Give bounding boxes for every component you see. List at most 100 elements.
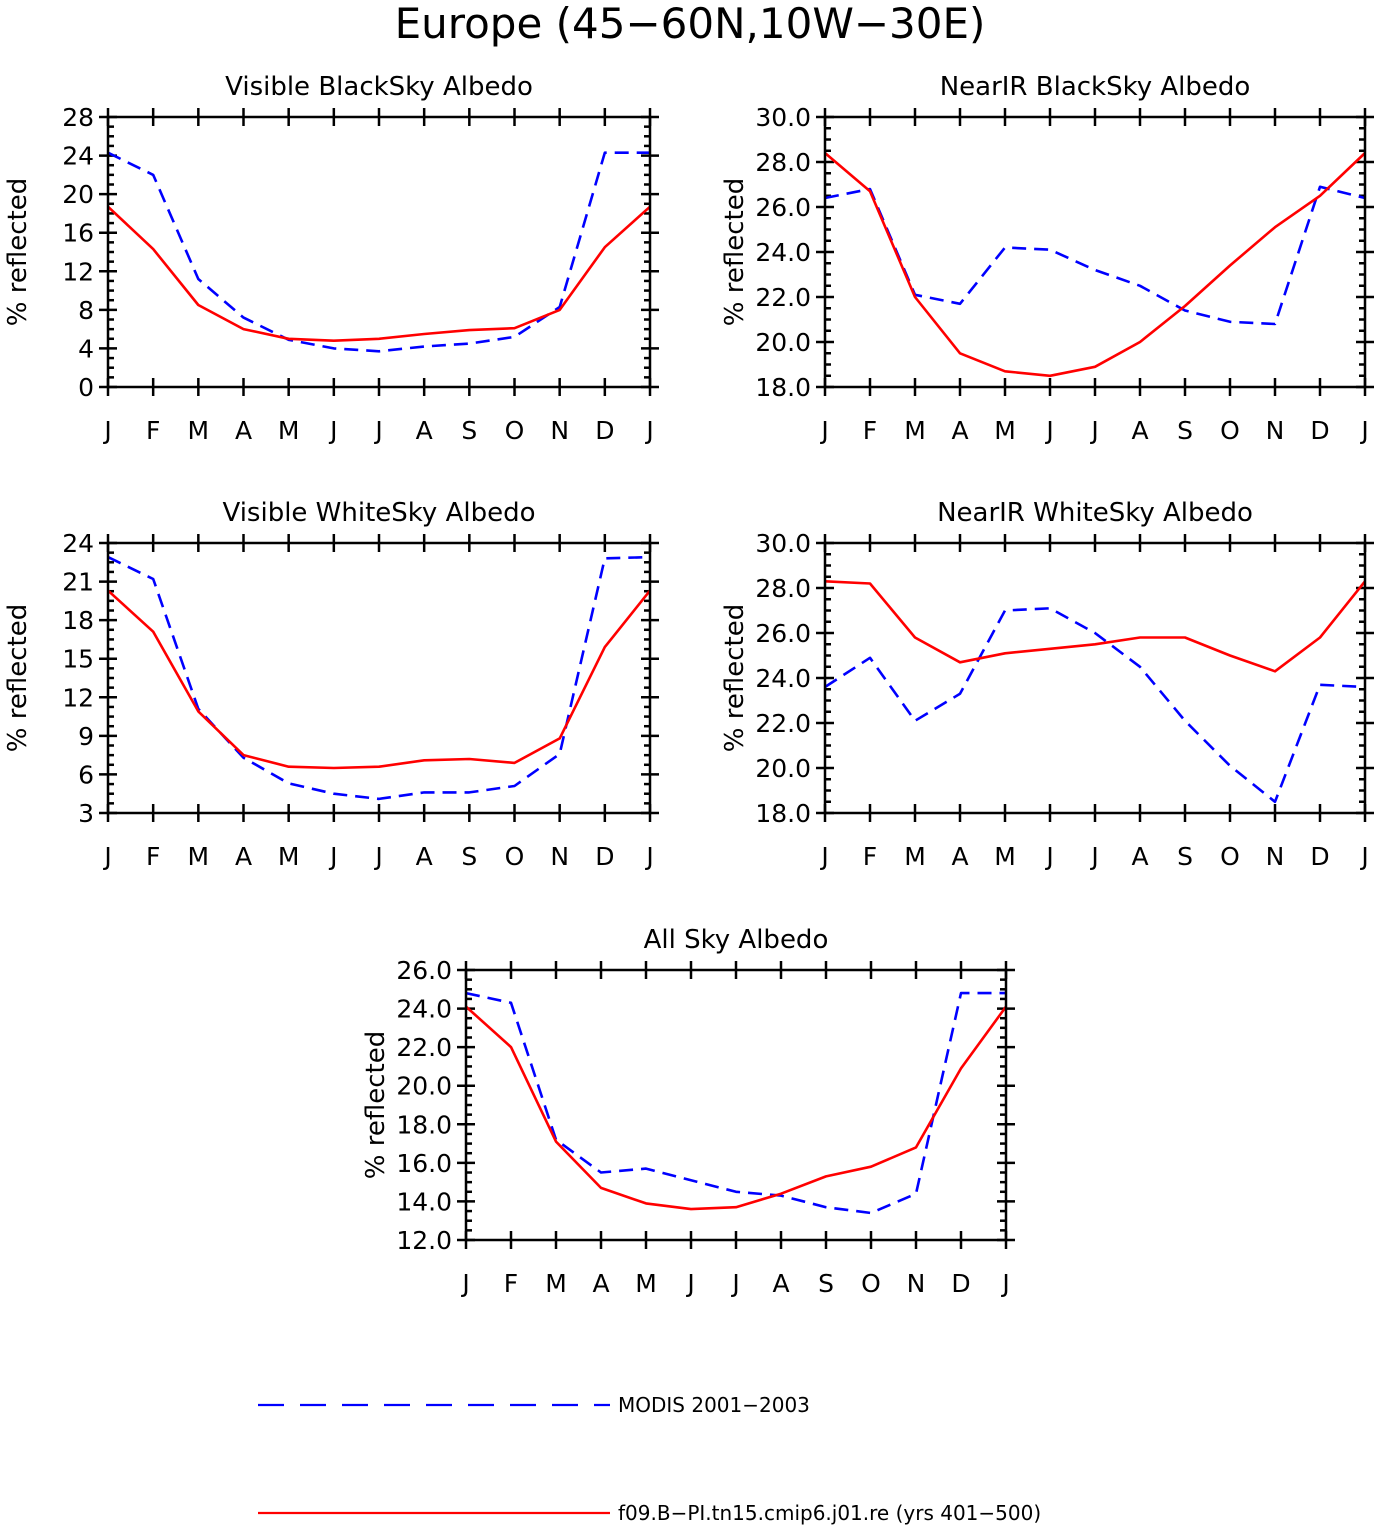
y-tick-label: 24.0 [396, 995, 452, 1024]
x-tick-label: O [861, 1269, 881, 1298]
y-tick-label: 20.0 [755, 328, 811, 357]
y-tick-label: 3 [78, 799, 94, 828]
x-tick-label: O [505, 416, 525, 445]
y-tick-label: 18 [62, 606, 94, 635]
y-tick-label: 16 [62, 219, 94, 248]
plot-frame [106, 115, 652, 389]
x-tick-label: S [461, 842, 477, 871]
legend-label-modis: MODIS 2001−2003 [618, 1393, 810, 1417]
plot-frame [823, 541, 1367, 815]
x-tick-label: J [1044, 842, 1053, 871]
x-tick-label: N [1266, 416, 1285, 445]
legend: MODIS 2001−2003 f09.B−PI.tn15.cmip6.j01.… [258, 1393, 1041, 1525]
y-tick-label: 28 [62, 103, 94, 132]
x-tick-label: J [373, 842, 382, 871]
y-tick-label: 12 [62, 257, 94, 286]
y-tick-label: 22.0 [396, 1033, 452, 1062]
y-axis-label: % reflected [720, 604, 750, 752]
y-tick-label: 28.0 [755, 148, 811, 177]
x-tick-label: M [904, 416, 926, 445]
x-tick-label: J [328, 842, 337, 871]
y-tick-label: 26.0 [755, 619, 811, 648]
x-tick-label: J [1044, 416, 1053, 445]
x-tick-label: N [550, 416, 569, 445]
x-tick-label: A [951, 416, 968, 445]
x-tick-label: A [416, 416, 433, 445]
x-tick-label: M [904, 842, 926, 871]
y-tick-label: 16.0 [396, 1149, 452, 1178]
legend-label-model: f09.B−PI.tn15.cmip6.j01.re (yrs 401−500) [618, 1501, 1041, 1525]
series-line-modis [465, 991, 1006, 1215]
x-tick-label: A [235, 416, 252, 445]
series-line-model [107, 205, 651, 343]
y-tick-label: 18.0 [755, 373, 811, 402]
series-line-model [107, 589, 652, 770]
x-tick-label: J [373, 416, 382, 445]
y-tick-label: 14.0 [396, 1187, 452, 1216]
x-tick-label: F [504, 1269, 518, 1298]
y-tick-label: 24 [62, 529, 94, 558]
x-tick-label: D [595, 416, 614, 445]
y-tick-label: 6 [78, 760, 94, 789]
x-tick-label: A [235, 842, 252, 871]
y-tick-label: 8 [78, 296, 94, 325]
x-tick-label: A [951, 842, 968, 871]
x-tick-label: N [550, 842, 569, 871]
y-tick-label: 20.0 [755, 754, 811, 783]
x-tick-label: J [1089, 416, 1098, 445]
y-axis-label: % reflected [3, 178, 33, 326]
y-tick-label: 21 [62, 568, 94, 597]
x-tick-label: M [278, 842, 300, 871]
y-tick-label: 26.0 [396, 956, 452, 985]
x-tick-label: M [278, 416, 300, 445]
x-tick-label: J [819, 416, 828, 445]
x-tick-label: S [818, 1269, 834, 1298]
x-tick-label: J [644, 416, 653, 445]
series-line-modis [824, 606, 1366, 804]
x-tick-label: F [863, 416, 877, 445]
y-tick-label: 12.0 [396, 1226, 452, 1255]
x-tick-label: O [1220, 842, 1240, 871]
y-tick-label: 9 [78, 722, 94, 751]
y-tick-label: 15 [62, 645, 94, 674]
x-tick-label: J [730, 1269, 739, 1298]
x-tick-label: D [951, 1269, 970, 1298]
plot-frame [106, 541, 652, 815]
y-tick-label: 18.0 [396, 1110, 452, 1139]
x-tick-label: F [863, 842, 877, 871]
x-tick-label: S [1177, 842, 1193, 871]
x-tick-label: N [907, 1269, 926, 1298]
x-tick-label: J [460, 1269, 469, 1298]
series-line-modis [824, 185, 1366, 326]
x-tick-label: J [1089, 842, 1098, 871]
x-tick-label: A [592, 1269, 609, 1298]
chart-title: NearIR WhiteSky Albedo [937, 498, 1253, 528]
y-tick-label: 12 [62, 683, 94, 712]
y-tick-label: 24 [62, 142, 94, 171]
series-line-model [824, 152, 1366, 378]
y-tick-label: 18.0 [755, 799, 811, 828]
x-tick-label: J [328, 416, 337, 445]
series-line-modis [107, 151, 650, 353]
x-tick-label: J [1359, 842, 1368, 871]
x-tick-label: D [1310, 842, 1329, 871]
x-tick-label: M [994, 842, 1016, 871]
y-axis-label: % reflected [361, 1031, 391, 1179]
x-tick-label: J [1359, 416, 1368, 445]
y-tick-label: 20 [62, 180, 94, 209]
y-axis-label: % reflected [720, 178, 750, 326]
y-tick-label: 20.0 [396, 1072, 452, 1101]
x-tick-label: J [102, 842, 111, 871]
plot-frame [823, 115, 1367, 389]
chart-title: Visible BlackSky Albedo [225, 72, 533, 102]
plot-frame [464, 968, 1008, 1242]
x-tick-label: J [685, 1269, 694, 1298]
x-tick-label: A [1131, 416, 1148, 445]
x-tick-label: O [505, 842, 525, 871]
chart-title: Visible WhiteSky Albedo [222, 498, 535, 528]
